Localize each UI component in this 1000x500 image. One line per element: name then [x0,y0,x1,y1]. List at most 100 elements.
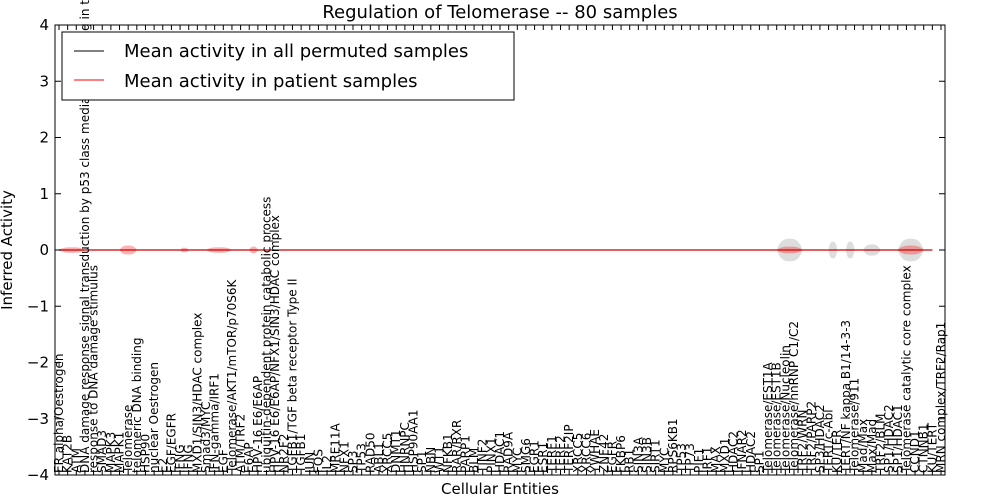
x-tick-label: response to DNA damage stimulus [87,265,101,473]
x-tick-label: PARP1 [458,435,472,473]
x-tick-label: Telomerase/Nucleolin [778,345,792,474]
x-tick-label: MAPK1 [113,432,127,473]
x-tick-label: ATM [69,448,83,473]
x-tick-label: MYC [510,448,524,473]
x-tick-label: ESR1 [536,442,550,473]
legend-label-permuted: Mean activity in all permuted samples [124,41,468,62]
x-tick-label: KU/TER [830,429,844,473]
x-tick-label: SIRT1 [649,439,663,473]
x-tick-label: SP3 [346,451,360,474]
x-tick-label: XRCC5 [571,433,585,473]
x-axis-label: Cellular Entities [441,480,559,498]
x-tick-label: Smad3/MYC [199,402,213,473]
x-tick-label: E6AP [242,442,256,473]
x-tick-label: WT1 [432,446,446,473]
x-tick-label: SP1/HDAC1 [891,404,905,473]
x-tick-label: EGFR [605,441,619,473]
x-tick-label: TERF1 [545,435,559,474]
x-tick-label: KU/TERT [925,422,939,473]
x-tick-label: RB1 [623,449,637,473]
x-tick-label: NFX1 [337,441,351,473]
y-tick-label: −4 [27,466,49,484]
x-tick-label: FKBP6 [614,435,628,473]
x-tick-label: DNMT1 [389,429,403,473]
x-tick-label: CTNNB1 [917,423,931,473]
x-tick-label: Telomerase catalytic core complex [899,265,913,474]
x-tick-label: HDAC1 [493,431,507,473]
x-tick-label: RAD9A [502,431,516,473]
legend-box [61,31,515,101]
x-tick-label: TGFB1 [294,434,308,474]
y-tick-label: 2 [39,129,49,147]
x-tick-label: IFNG [173,444,187,473]
x-tick-label: MRE11A [329,422,343,473]
legend-label-patient: Mean activity in patient samples [124,71,418,92]
x-tick-label: MXD1/SIN3/HDAC complex [190,313,204,473]
x-tick-label: TERT/c-Abl [822,409,836,474]
y-tick-label: −1 [27,297,49,315]
x-tick-label: Telomerase/EST1B [770,362,784,474]
x-tick-label: XRCC5 [381,433,395,473]
y-tick-label: 0 [39,241,49,259]
spread-bands [59,238,924,262]
legend: Mean activity in all permuted samples Me… [61,31,515,101]
x-tick-label: IL2 [320,455,334,473]
x-tick-label: NBN [424,447,438,473]
x-tick-label: HDAC2 [744,431,758,473]
x-tick-label: HNRNPC [398,422,412,473]
x-tick-label: SP1 [415,451,429,474]
x-tick-label: MXD1 [718,438,732,473]
x-tick-label: MAX [709,446,723,473]
x-tick-label: MRN complex/TRF2/Rap1 [934,322,948,473]
x-tick-label: IFNG [182,444,196,473]
x-tick-label: IFNAR2 [735,429,749,473]
chart-title: Regulation of Telomerase -- 80 samples [322,2,677,23]
x-tick-label: ubiquitin-dependent protein catabolic pr… [260,197,274,473]
x-tick-label: Telomerase/EST1A [761,361,775,474]
x-tick-label: TP53 [675,443,689,474]
x-tick-label: SIN3A [631,436,645,473]
x-tick-label: TRF2/WRN [796,410,810,474]
x-tick-label: MAPK3 [104,432,118,473]
x-tick-label: E2 [156,458,170,473]
x-tick-label: DNA damage response signal transduction … [78,0,92,473]
x-tick-label: ATM/TRF2 [234,414,248,473]
x-tick-label: NR2F2 [277,434,291,474]
x-tick-label: MYC [657,448,671,473]
x-tick-label: IRF1 [701,447,715,473]
x-tick-label: IFN-gamma/IRF1 [208,373,222,473]
x-tick-label: HSP90AA1 [407,409,421,473]
x-tick-label: EGR1 [528,440,542,473]
x-tick-label: EGF/EGFR [164,413,178,473]
y-tick-label: 4 [39,16,49,34]
x-tick-label: SP1/HDAC2 [882,404,896,473]
x-tick-label: JUN [303,452,317,474]
x-tick-label: SMG6 [519,438,533,473]
x-tick-label: Telomerase/911 [848,378,862,474]
x-tick-label: FOS [311,449,325,473]
x-tick-label: TRF2/BLM [873,413,887,474]
x-tick-label: YWHAE [588,429,602,474]
x-tick-label: PINX1 [484,437,498,473]
x-tick-label: XRCC6 [579,433,593,473]
axis-ticks: −4 −3 −2 −1 0 1 2 3 4 [27,16,945,484]
x-tick-label: TERT/NF kappa B1/14-3-3 [839,320,853,474]
y-tick-label: −2 [27,354,49,372]
y-tick-label: 3 [39,72,49,90]
x-tick-label: TGFB1/TGF beta receptor Type II [285,278,299,474]
x-tick-label: CCND1 [908,430,922,473]
x-tick-label: Telomerase/hnRNP C1/C2 [787,321,801,474]
x-tick-label: HDAC2 [726,431,740,473]
x-tick-label: NFKB1 [441,433,455,473]
x-tick-label: Telomerase/AKT1/mTOR/p70S6K [225,278,239,474]
x-tick-label: telomeric DNA binding [130,338,144,474]
x-tick-label: KAT2B [61,435,75,473]
y-axis-label: Inferred Activity [0,190,16,310]
x-tick-label: ABL1 [372,442,386,473]
x-tick-label: HPV-16 E6/E6AP/NFX1/SIN3/HDAC complex [268,215,282,473]
x-tick-label: TP53 [355,443,369,474]
x-tick-label: Telomerase [121,405,135,474]
x-tick-label: HSP90 [138,434,152,473]
